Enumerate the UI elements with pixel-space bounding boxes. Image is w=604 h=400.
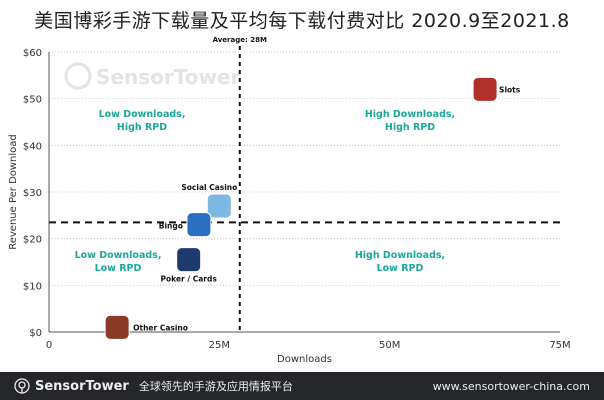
point-label: Poker / Cards — [161, 275, 218, 284]
footer-slogan: 全球领先的手游及应用情报平台 — [138, 380, 293, 393]
scatter-chart: SensorTower $0 $10 $20 $30 $40 $50 $60 0 25M 50M 75… — [8, 36, 571, 365]
footer-brand: SensorTower — [35, 378, 129, 394]
point-label: Other Casino — [133, 323, 188, 332]
point-label: Bingo — [159, 222, 183, 231]
footer-url[interactable]: www.sensortower-china.com — [432, 379, 590, 393]
x-tick-label: 0 — [46, 340, 52, 351]
app-icon-point — [176, 247, 202, 273]
watermark-logo-icon — [64, 62, 92, 90]
y-tick-label: $0 — [29, 328, 42, 339]
quadrant-label: High Downloads, — [365, 109, 455, 120]
x-tick-label: 25M — [209, 340, 230, 351]
footer-logo: SensorTower — [14, 378, 129, 394]
sensortower-logo-icon — [14, 378, 30, 394]
x-tick-label: 50M — [379, 340, 400, 351]
quadrant-label: Low RPD — [95, 263, 142, 274]
app-icon-point — [104, 314, 130, 340]
quadrant-label: High Downloads, — [355, 250, 445, 261]
x-tick-label: 75M — [549, 340, 570, 351]
footer: SensorTower 全球领先的手游及应用情报平台 www.sensortow… — [0, 372, 604, 400]
y-tick-label: $20 — [23, 235, 42, 246]
watermark: SensorTower — [96, 65, 240, 89]
app-icon-point — [186, 212, 212, 238]
point-label: Slots — [499, 85, 521, 94]
quadrant-label: Low Downloads, — [99, 109, 186, 120]
x-axis-label: Downloads — [277, 354, 332, 365]
app-icon-point — [472, 76, 498, 102]
y-tick-label: $60 — [23, 48, 42, 59]
quadrant-label: High RPD — [385, 122, 435, 133]
quadrant-label: Low RPD — [377, 263, 424, 274]
y-tick-label: $30 — [23, 188, 42, 199]
point-label: Social Casino — [181, 183, 237, 192]
y-tick-label: $40 — [23, 141, 42, 152]
average-downloads-label: Average: 28M — [213, 36, 267, 44]
app-icon-point — [206, 193, 232, 219]
y-tick-label: $50 — [23, 95, 42, 106]
chart-title: 美国博彩手游下载量及平均每下载付费对比 2020.9至2021.8 — [34, 10, 570, 32]
y-tick-label: $10 — [23, 281, 42, 292]
quadrant-label: High RPD — [117, 122, 167, 133]
y-axis-label: Revenue Per Download — [8, 134, 19, 250]
quadrant-label: Low Downloads, — [75, 250, 162, 261]
